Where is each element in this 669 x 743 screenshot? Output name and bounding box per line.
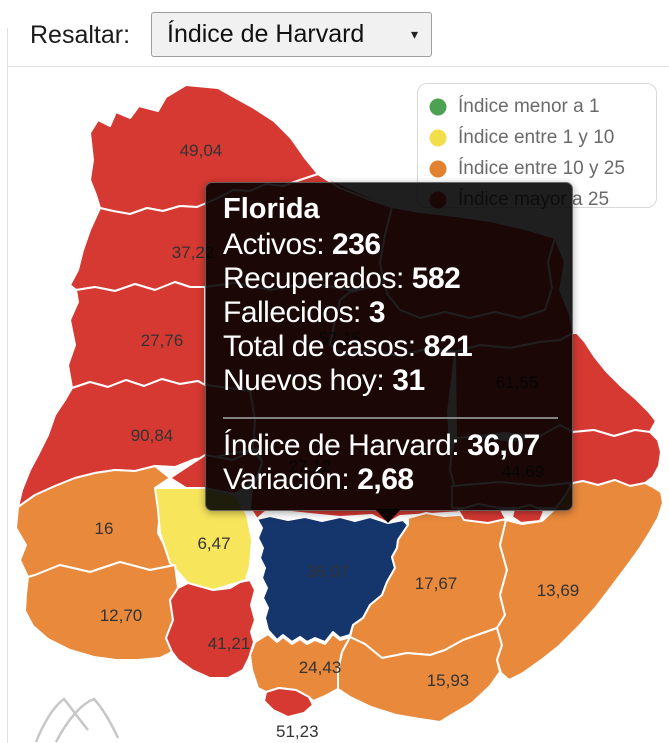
montevideo-label: 51,23 (276, 722, 319, 741)
watermark-logo (34, 697, 120, 743)
dept-paysandu[interactable] (67, 281, 206, 389)
svg-text:49,04: 49,04 (180, 141, 223, 160)
dept-rocha[interactable] (496, 479, 664, 681)
legend-dot-yellow-icon (429, 129, 447, 146)
svg-text:13,69: 13,69 (537, 581, 580, 600)
dept-san-jose[interactable] (165, 579, 256, 679)
dept-montevideo[interactable] (263, 687, 314, 718)
select-caret-icon: ▾ (410, 26, 418, 42)
svg-text:27,76: 27,76 (141, 331, 184, 350)
highlight-select[interactable]: Índice de Harvard ▾ (151, 12, 432, 57)
tooltip-row-activos: Activos: 236 (223, 228, 381, 261)
tooltip-row-fallecidos: Fallecidos: 3 (223, 296, 386, 329)
header-divider-line (7, 66, 669, 67)
svg-text:41,21: 41,21 (208, 634, 251, 653)
legend-item-1-10: Índice entre 1 y 10 (429, 122, 656, 153)
tooltip-row-variacion: Variación: 2,68 (223, 463, 414, 496)
svg-text:24,43: 24,43 (299, 658, 342, 677)
legend-item-10-25: Índice entre 10 y 25 (429, 153, 656, 184)
tooltip-row-total: Total de casos: 821 (223, 330, 473, 363)
legend-dot-green-icon (429, 98, 447, 115)
legend: Índice menor a 1 Índice entre 1 y 10 Índ… (417, 83, 657, 210)
left-border-line (7, 28, 8, 743)
legend-dot-orange-icon (429, 160, 447, 177)
dept-maldonado[interactable] (337, 627, 503, 723)
legend-item-menor-1: Índice menor a 1 (429, 91, 656, 122)
svg-text:37,22: 37,22 (172, 243, 215, 262)
tooltip-arrow (375, 509, 401, 523)
dept-florida[interactable] (256, 515, 409, 643)
tooltip-row-nuevos: Nuevos hoy: 31 (223, 364, 425, 397)
svg-text:36,07: 36,07 (307, 562, 350, 581)
department-tooltip: Florida Activos: 236 Recuperados: 582 Fall… (205, 182, 573, 523)
svg-text:6,47: 6,47 (197, 534, 230, 553)
highlight-label: Resaltar: (30, 21, 131, 49)
tooltip-row-harvard: Índice de Harvard: 36,07 (223, 429, 540, 462)
svg-text:15,93: 15,93 (427, 671, 470, 690)
select-value: Índice de Harvard (167, 20, 365, 48)
tooltip-divider (223, 417, 558, 419)
tooltip-title: Florida (223, 193, 320, 225)
svg-text:90,84: 90,84 (131, 426, 174, 445)
svg-text:16: 16 (95, 519, 114, 538)
svg-text:12,70: 12,70 (100, 606, 143, 625)
svg-text:17,67: 17,67 (415, 574, 458, 593)
dept-rio-negro[interactable] (17, 378, 256, 508)
tooltip-row-recuperados: Recuperados: 582 (223, 262, 461, 295)
